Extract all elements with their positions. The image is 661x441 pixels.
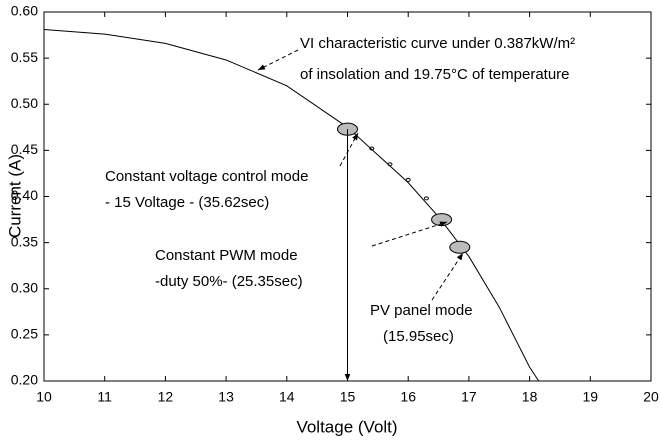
y-tick-label: 0.30 [11,279,38,295]
y-tick-label: 0.20 [11,372,38,388]
y-axis-label: Current (A) [5,154,24,238]
measurement-cluster [387,162,393,167]
x-tick-label: 10 [36,389,52,405]
y-tick-label: 0.45 [11,141,38,157]
annotation-text: VI characteristic curve under 0.387kW/m² [300,35,575,52]
x-tick-label: 14 [279,389,295,405]
measurement-cluster [449,240,471,254]
annotation-arrow [339,132,359,167]
y-tick-label: 0.60 [11,3,38,19]
x-tick-label: 17 [461,389,477,405]
annotation-arrow [371,221,448,247]
y-tick-label: 0.40 [11,187,38,203]
annotation-text: PV panel mode [370,302,473,319]
y-tick-label: 0.55 [11,49,38,65]
x-tick-label: 13 [218,389,234,405]
annotation-text: -duty 50%- (25.35sec) [155,273,303,290]
measurement-cluster [423,196,429,201]
x-tick-label: 19 [583,389,599,405]
annotation-arrow [431,252,464,301]
annotation-text: of insolation and 19.75°C of temperature [300,66,570,83]
x-tick-label: 18 [522,389,538,405]
x-tick-label: 11 [97,389,112,405]
measurement-cluster [405,177,411,182]
annotation-text: Constant PWM mode [155,247,298,264]
y-tick-label: 0.25 [11,326,38,342]
x-tick-label: 12 [158,389,174,405]
x-tick-label: 15 [340,389,356,405]
annotation-arrow [257,49,299,71]
measurement-cluster [369,146,375,151]
vi-curve [43,29,540,382]
y-tick-label: 0.50 [11,95,38,111]
y-tick-label: 0.35 [11,233,38,249]
x-tick-label: 16 [400,389,416,405]
annotation-text: (15.95sec) [383,328,454,345]
x-axis-label: Voltage (Volt) [296,417,397,436]
x-tick-label: 20 [643,389,659,405]
annotation-text: Constant voltage control mode [105,168,308,185]
annotation-text: - 15 Voltage - (35.62sec) [105,194,269,211]
